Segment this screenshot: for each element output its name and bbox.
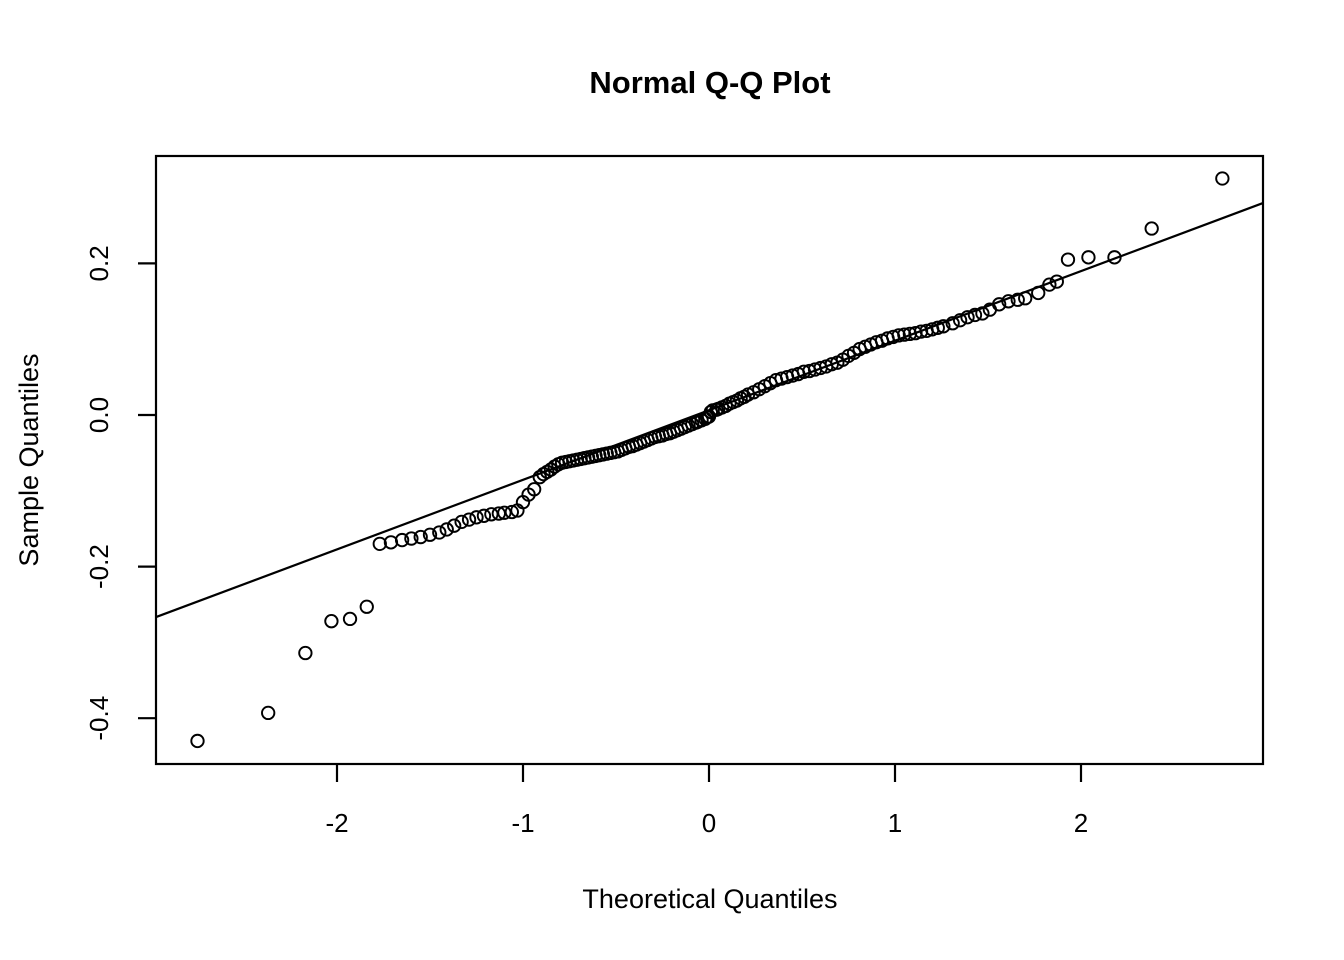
qq-point xyxy=(439,522,454,537)
qq-point xyxy=(936,319,951,334)
plot-box xyxy=(154,154,1265,766)
qq-point xyxy=(394,532,410,548)
qq-point xyxy=(1049,274,1064,289)
qq-point xyxy=(469,510,484,525)
y-tick-label: -0.2 xyxy=(84,544,114,589)
qq-point xyxy=(372,536,387,552)
y-tick-label: 0.2 xyxy=(84,245,114,281)
qq-point xyxy=(476,508,492,523)
y-axis-label: Sample Quantiles xyxy=(14,353,44,566)
qq-point xyxy=(413,529,428,545)
qq-point xyxy=(454,514,469,530)
x-tick-label: 2 xyxy=(1074,808,1088,838)
y-tick-label: 0.0 xyxy=(84,397,114,433)
qq-point xyxy=(1001,294,1016,309)
qq-point xyxy=(359,599,374,614)
qq-point xyxy=(447,518,462,533)
qq-point xyxy=(324,614,339,629)
qq-point xyxy=(952,313,968,328)
x-axis-label: Theoretical Quantiles xyxy=(582,884,837,914)
qq-point xyxy=(1081,250,1096,265)
x-axis-ticks: -2 -1 0 1 2 xyxy=(325,764,1088,838)
qq-point xyxy=(975,306,990,321)
qq-points xyxy=(190,171,1230,749)
qq-point xyxy=(930,320,945,335)
qq-point xyxy=(504,504,519,520)
qq-point xyxy=(945,316,960,331)
qq-point xyxy=(422,527,438,542)
x-tick-label: -1 xyxy=(511,808,534,838)
qq-point xyxy=(298,645,313,661)
qq-point xyxy=(1042,277,1057,292)
qq-point xyxy=(1010,292,1025,307)
x-tick-label: 1 xyxy=(888,808,902,838)
y-tick-label: -0.4 xyxy=(84,696,114,741)
qq-point xyxy=(960,310,975,325)
qq-point xyxy=(342,611,358,627)
x-tick-label: 0 xyxy=(702,808,716,838)
qq-point xyxy=(897,327,912,342)
qq-point xyxy=(432,525,447,540)
qq-point xyxy=(1215,171,1230,186)
qq-point xyxy=(404,531,419,546)
y-axis-ticks: 0.2 0.0 -0.2 -0.4 xyxy=(84,245,156,741)
qq-point xyxy=(992,297,1007,312)
qq-point xyxy=(497,505,512,520)
qq-point xyxy=(190,733,205,749)
qq-point xyxy=(1060,252,1076,267)
x-tick-label: -2 xyxy=(325,808,348,838)
qq-point xyxy=(527,482,542,497)
qq-point xyxy=(1031,285,1046,301)
qq-point xyxy=(1144,221,1159,236)
qq-point xyxy=(261,705,276,721)
qq-point xyxy=(967,307,983,323)
chart-title: Normal Q-Q Plot xyxy=(589,65,830,100)
qq-point xyxy=(891,328,906,343)
qq-point xyxy=(1018,291,1033,306)
qq-point xyxy=(461,512,477,527)
qq-point xyxy=(1107,250,1122,265)
